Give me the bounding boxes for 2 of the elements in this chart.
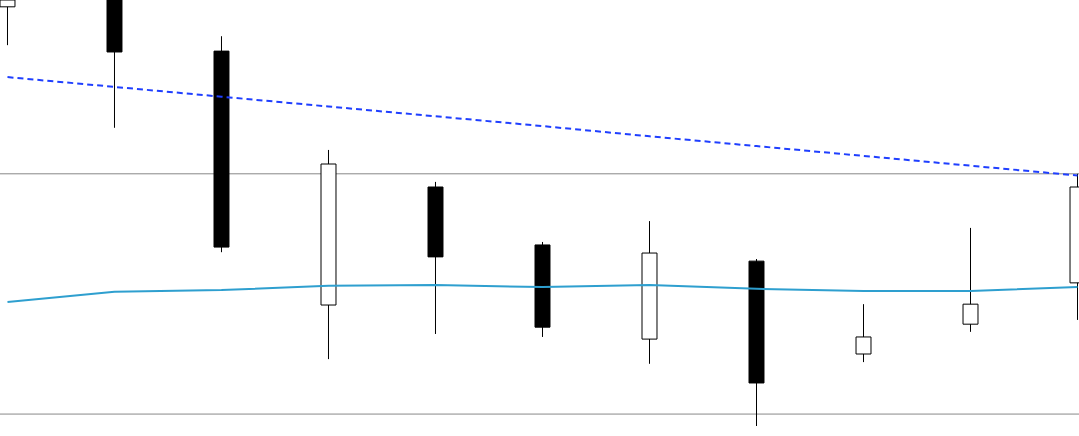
candlestick xyxy=(855,303,872,363)
candlestick xyxy=(962,227,979,333)
